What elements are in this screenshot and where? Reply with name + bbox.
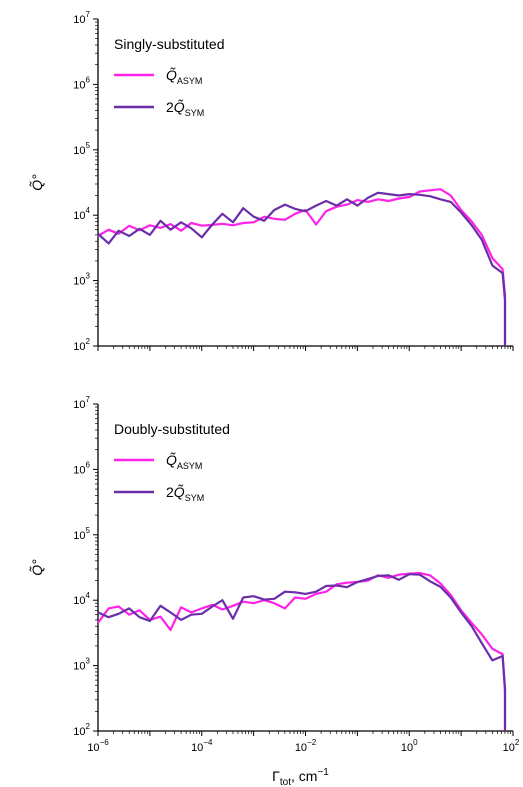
y-tick-label: 102 <box>73 337 90 353</box>
series-line <box>97 191 507 346</box>
x-tick-label: 102 <box>503 738 520 754</box>
legend-label: 2Q̃SYM <box>166 99 204 118</box>
legend-label: 2Q̃SYM <box>166 484 204 503</box>
y-axis-title: Q̃° <box>29 174 45 191</box>
y-tick-label: 105 <box>73 141 90 157</box>
y-tick-label: 106 <box>73 75 90 91</box>
panel-title: Doubly-substituted <box>114 421 230 437</box>
series-line <box>97 573 507 731</box>
y-axis-title: Q̃° <box>29 559 45 576</box>
y-tick-label: 107 <box>73 10 90 26</box>
legend-label: Q̃ASYM <box>166 67 202 86</box>
y-tick-label: 105 <box>73 526 90 542</box>
y-tick-label: 103 <box>73 657 90 673</box>
y-tick-label: 104 <box>73 591 90 607</box>
panel-title: Singly-substituted <box>114 36 225 52</box>
x-tick-label: 10−4 <box>191 738 213 754</box>
y-tick-label: 106 <box>73 460 90 476</box>
y-tick-label: 103 <box>73 272 90 288</box>
legend-label: Q̃ASYM <box>166 452 202 471</box>
x-axis-title: Γtot, cm−1 <box>272 767 329 787</box>
series-line <box>97 188 507 346</box>
y-tick-label: 102 <box>73 722 90 738</box>
x-tick-label: 10−6 <box>87 738 109 754</box>
x-tick-label: 10−2 <box>295 738 317 754</box>
y-tick-label: 107 <box>73 395 90 411</box>
series-line <box>97 571 507 731</box>
panel-doubly-substituted: 102 103 104 105 106 107 10−6 10−4 10−2 100 102 Q̃° Γ… <box>29 395 520 787</box>
x-tick-label: 100 <box>401 738 418 754</box>
panel-singly-substituted: 102 103 104 105 106 107 Q̃° Singly-substituted Q… <box>29 10 514 353</box>
y-tick-label: 104 <box>73 206 90 222</box>
